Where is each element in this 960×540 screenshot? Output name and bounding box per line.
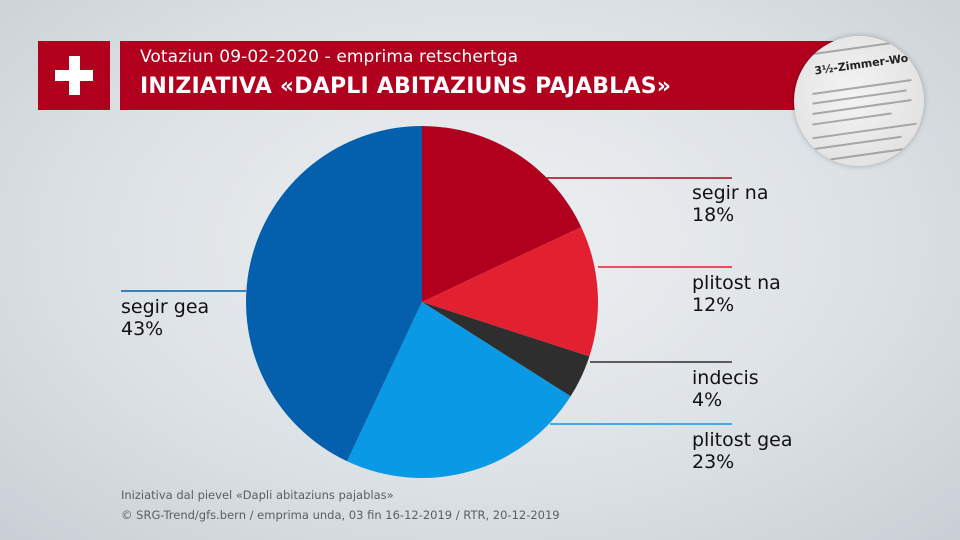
slice-value: 18% [692, 204, 735, 226]
pie-slice-plitost-gea [347, 302, 571, 478]
chart-subtitle: Votaziun 09-02-2020 - emprima retschertg… [140, 47, 519, 67]
header-band: Votaziun 09-02-2020 - emprima retschertg… [120, 41, 840, 110]
slice-name: indecis [692, 367, 759, 389]
pie-slice-indecis [422, 302, 590, 397]
slice-value: 23% [692, 451, 735, 473]
pie-slice-plitost-na [422, 227, 599, 357]
slice-name: plitost na [692, 272, 781, 294]
slice-label-plitost-gea: plitost gea 23% [692, 429, 792, 473]
chart-title: INIZIATIVA «DAPLI ABITAZIUNS PAJABLAS» [140, 74, 672, 99]
slice-name: plitost gea [692, 429, 793, 451]
swiss-cross-icon-vertical [69, 56, 80, 95]
pie-slice-segir-gea [245, 126, 422, 462]
slice-value: 4% [692, 389, 723, 411]
slice-label-segir-gea: segir gea 43% [121, 296, 209, 340]
slice-label-indecis: indecis 4% [692, 367, 759, 411]
slice-name: segir na [692, 182, 769, 204]
source-note: Iniziativa dal pievel «Dapli abitaziuns … [121, 488, 394, 502]
slice-name: segir gea [121, 296, 210, 318]
source-credit: © SRG-Trend/gfs.bern / emprima unda, 03 … [121, 508, 560, 522]
slice-label-segir-na: segir na 18% [692, 182, 768, 226]
newspaper-thumbnail: 3½-Zimmer-Wo [794, 36, 924, 166]
slice-value: 43% [121, 318, 164, 340]
swiss-flag-logo [38, 41, 110, 110]
slice-label-plitost-na: plitost na 12% [692, 272, 781, 316]
pie-slice-segir-na [422, 126, 582, 302]
slice-value: 12% [692, 294, 735, 316]
